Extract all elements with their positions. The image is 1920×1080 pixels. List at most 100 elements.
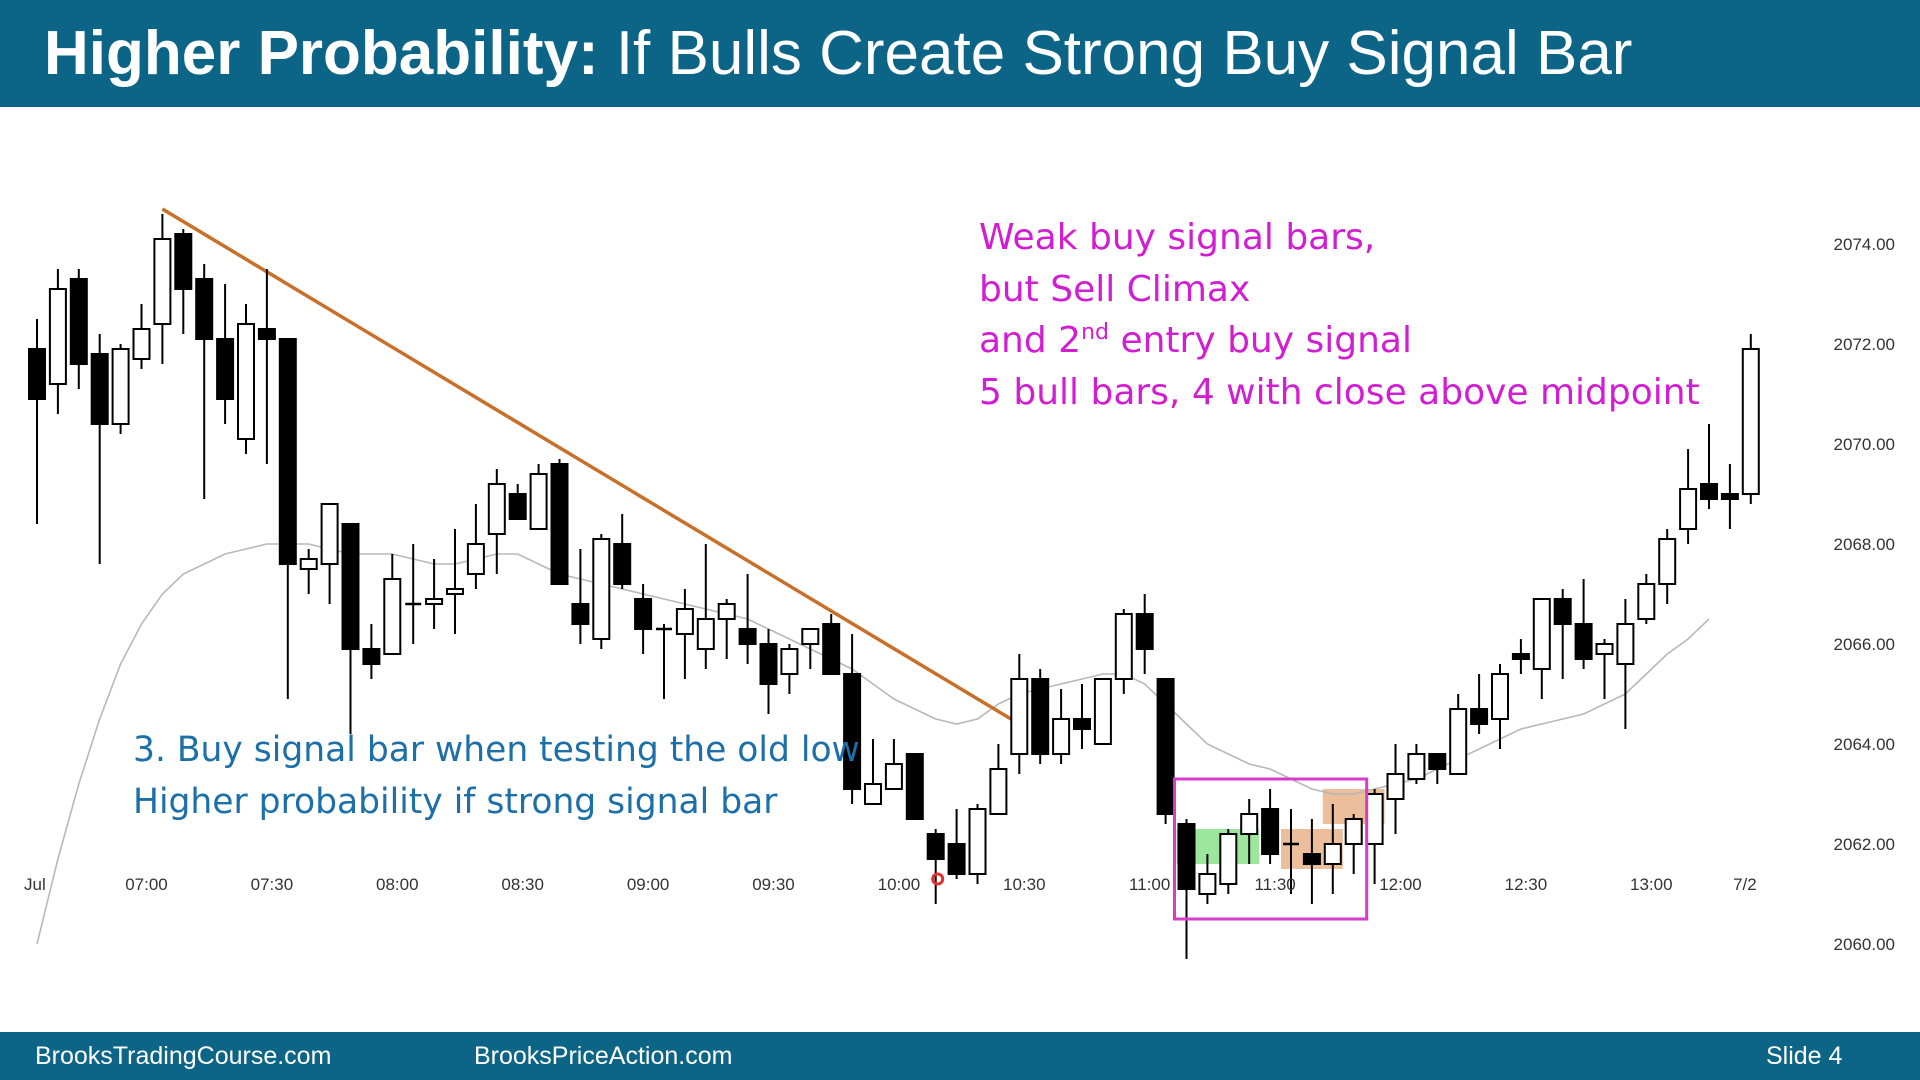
candle-body [1365,793,1384,845]
highlight-box [1173,777,1369,921]
candle-body [738,628,757,645]
title-bold: Higher Probability: [44,19,599,88]
candle-body [905,753,924,820]
candle [592,534,611,649]
candle [613,514,632,589]
candle-body [822,623,841,675]
candle [1156,678,1175,824]
candle [132,304,151,369]
slide-title: Higher Probability: If Bulls Create Stro… [44,18,1632,90]
x-tick-label: Jul [24,875,46,894]
signal-dot [931,872,945,886]
x-tick-label: 12:30 [1505,875,1548,894]
candle [1386,744,1405,834]
annotation-line: Higher probability if strong signal bar [133,781,778,822]
candle [383,554,402,655]
candle [1073,684,1091,749]
candlestick-chart: 2074.00 2072.00 2070.00 2068.00 2066.00 2064.… [24,207,1895,959]
title-bar: Higher Probability: If Bulls Create Stro… [0,0,1920,107]
candle-body [675,608,694,635]
candle-body [926,833,945,860]
candle-body [111,348,130,425]
candle [1491,664,1509,749]
candle-body [1741,348,1760,495]
candle-body [1470,708,1489,725]
candle [1574,579,1593,669]
candle [529,464,548,530]
candle-body [1553,598,1572,625]
candle [1511,639,1530,674]
candle [362,624,381,679]
candle [1553,589,1572,679]
candle-body [571,603,590,625]
candle [90,334,109,564]
candle [174,229,193,334]
candle [884,739,903,790]
candle-body [195,278,214,340]
annotation-line: and 2nd entry buy signal [979,315,1700,367]
candle [69,269,88,389]
candle-body [1700,483,1718,500]
x-tick-label: 10:30 [1003,875,1046,894]
candle [487,469,506,574]
title-rest: If Bulls Create Strong Buy Signal Bar [598,19,1633,88]
candle-body [1720,493,1739,500]
x-tick-label: 12:00 [1379,875,1422,894]
candle [1700,424,1718,509]
y-tick-label: 2070.00 [1834,435,1895,454]
candle [968,804,987,884]
candle [550,459,569,585]
y-tick-label: 2074.00 [1834,235,1895,254]
candle-body [759,643,778,685]
candle [1283,809,1299,894]
candle [425,559,444,629]
candle-body [69,278,88,365]
candle [1219,829,1238,894]
candle-body [1511,653,1530,660]
candle [864,739,882,805]
candle [508,484,527,520]
candle-body [132,328,151,360]
candle [571,549,590,644]
ema-line [36,543,1710,945]
candle-body [1574,623,1593,660]
candle-body [446,588,464,595]
candle-body [237,323,255,440]
x-tick-label: 07:30 [251,875,294,894]
candle-body [1386,773,1405,800]
candle-body [634,598,653,630]
x-tick-label: 10:00 [878,875,921,894]
candle-body [174,233,193,290]
candle-body [864,783,882,805]
candle-body [1323,843,1342,865]
candle [237,304,255,454]
candle [1093,678,1112,745]
candle [1323,804,1342,894]
candle-body [717,603,736,620]
candle-body [320,503,339,565]
x-tick-label: 7/2 [1733,875,1757,894]
candle [759,629,778,714]
y-tick-label: 2064.00 [1834,735,1895,754]
y-tick-label: 2068.00 [1834,535,1895,554]
candle-body [1114,613,1133,680]
candle-body [947,843,966,875]
candle [947,809,966,879]
candle [1532,598,1551,699]
candle-body [1407,753,1426,780]
candle-body [1073,718,1091,730]
candle-body [801,628,820,645]
candle-body [48,288,67,385]
y-tick-label: 2060.00 [1834,935,1895,954]
candle [466,504,485,589]
candle-body [1031,678,1050,755]
candle-body [1532,598,1551,670]
candle [1031,669,1050,764]
candle-body [1491,673,1509,720]
candle [278,338,297,699]
candle [1135,594,1154,674]
candle [28,319,46,524]
candle-body [1177,823,1196,890]
candle [1344,814,1363,874]
candle [822,614,841,675]
